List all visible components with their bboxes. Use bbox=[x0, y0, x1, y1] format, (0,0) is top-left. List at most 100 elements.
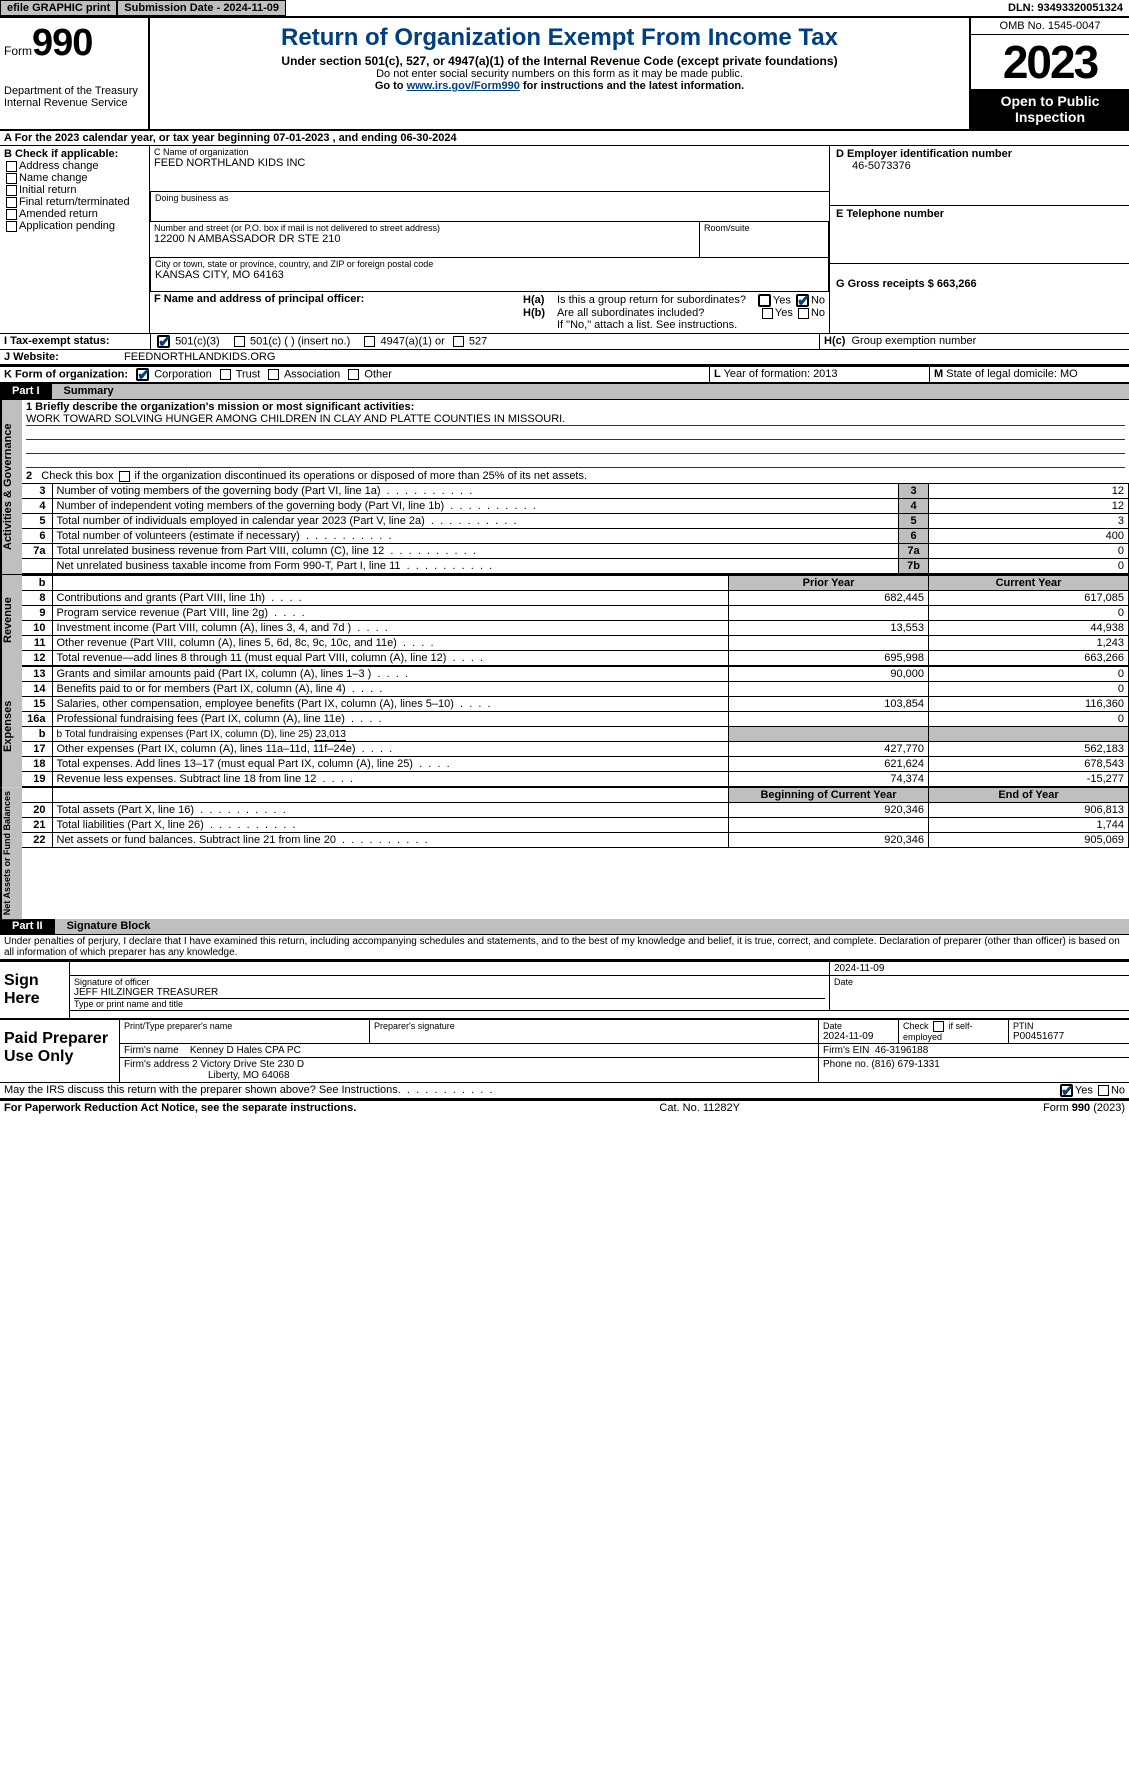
label-room: Room/suite bbox=[704, 223, 824, 233]
penalties-text: Under penalties of perjury, I declare th… bbox=[0, 935, 1129, 960]
chk-501c3[interactable] bbox=[157, 335, 170, 348]
dln-text: DLN: 93493320051324 bbox=[1008, 2, 1129, 14]
header-middle: Return of Organization Exempt From Incom… bbox=[150, 18, 969, 129]
omb-number: OMB No. 1545-0047 bbox=[971, 18, 1129, 35]
vlabel-revenue: Revenue bbox=[0, 575, 22, 666]
summary-governance: Activities & Governance 1 Briefly descri… bbox=[0, 400, 1129, 575]
q1-label: 1 Briefly describe the organization's mi… bbox=[26, 401, 414, 413]
chk-assoc[interactable] bbox=[268, 369, 279, 380]
chk-ha-no[interactable] bbox=[796, 294, 809, 307]
row-j: J Website: FEEDNORTHLANDKIDS.ORG bbox=[0, 350, 1129, 365]
officer-name: JEFF HILZINGER TREASURER bbox=[74, 987, 825, 999]
discuss-row: May the IRS discuss this return with the… bbox=[0, 1082, 1129, 1099]
chk-app-pending[interactable] bbox=[6, 221, 17, 232]
chk-discuss-yes[interactable] bbox=[1060, 1084, 1073, 1097]
state-domicile: M State of legal domicile: MO bbox=[929, 367, 1129, 382]
summary-revenue: Revenue bPrior YearCurrent Year 8Contrib… bbox=[0, 575, 1129, 666]
vlabel-expenses: Expenses bbox=[0, 666, 22, 787]
chk-hb-no[interactable] bbox=[798, 308, 809, 319]
form-title: Return of Organization Exempt From Incom… bbox=[158, 24, 961, 52]
mission-text: WORK TOWARD SOLVING HUNGER AMONG CHILDRE… bbox=[26, 413, 1125, 426]
section-b: B Check if applicable: Address change Na… bbox=[0, 146, 150, 333]
header-left: Form990 Department of the Treasury Inter… bbox=[0, 18, 150, 129]
chk-other[interactable] bbox=[348, 369, 359, 380]
chk-527[interactable] bbox=[453, 336, 464, 347]
part-2-header: Part II Signature Block bbox=[0, 919, 1129, 935]
irs-link[interactable]: www.irs.gov/Form990 bbox=[407, 80, 520, 92]
chk-hb-yes[interactable] bbox=[762, 308, 773, 319]
department-text: Department of the Treasury Internal Reve… bbox=[4, 85, 144, 109]
section-d-e-g: D Employer identification number 46-5073… bbox=[829, 146, 1129, 333]
chk-final-return[interactable] bbox=[6, 197, 17, 208]
footer-catno: Cat. No. 11282Y bbox=[659, 1102, 740, 1114]
label-city: City or town, state or province, country… bbox=[155, 259, 824, 269]
form-word: Form bbox=[4, 44, 32, 58]
chk-discontinued[interactable] bbox=[119, 471, 130, 482]
org-name: FEED NORTHLAND KIDS INC bbox=[154, 157, 825, 169]
footer-right: Form 990 (2023) bbox=[1043, 1102, 1125, 1114]
chk-501c[interactable] bbox=[234, 336, 245, 347]
sign-here-block: Sign Here 2024-11-09 Signature of office… bbox=[0, 960, 1129, 1018]
section-b-to-h: B Check if applicable: Address change Na… bbox=[0, 146, 1129, 334]
summary-expenses: Expenses 13Grants and similar amounts pa… bbox=[0, 666, 1129, 787]
topbar: efile GRAPHIC print Submission Date - 20… bbox=[0, 0, 1129, 18]
inspection-label: Open to Public Inspection bbox=[971, 89, 1129, 129]
part-2-bar: Part II bbox=[0, 919, 55, 934]
governance-table: 3Number of voting members of the governi… bbox=[22, 483, 1129, 574]
vlabel-governance: Activities & Governance bbox=[0, 400, 22, 574]
year-formation: L Year of formation: 2013 bbox=[709, 367, 929, 382]
chk-4947[interactable] bbox=[364, 336, 375, 347]
note2-pre: Go to bbox=[375, 80, 407, 92]
row-klm: K Form of organization: Corporation Trus… bbox=[0, 365, 1129, 384]
sign-here-label: Sign Here bbox=[0, 962, 70, 1018]
print-button[interactable]: efile GRAPHIC print bbox=[0, 0, 117, 16]
org-address: 12200 N AMBASSADOR DR STE 210 bbox=[154, 233, 695, 245]
hc-label: H(c) Group exemption number bbox=[819, 334, 1129, 349]
section-c-f: C Name of organization FEED NORTHLAND KI… bbox=[150, 146, 829, 333]
section-f-label: F Name and address of principal officer: bbox=[150, 292, 519, 333]
note2-post: for instructions and the latest informat… bbox=[520, 80, 744, 92]
row-i: I Tax-exempt status: 501(c)(3) 501(c) ( … bbox=[0, 334, 1129, 350]
vlabel-netassets: Net Assets or Fund Balances bbox=[0, 787, 22, 919]
submission-button[interactable]: Submission Date - 2024-11-09 bbox=[117, 0, 286, 16]
expenses-table: 13Grants and similar amounts paid (Part … bbox=[22, 666, 1129, 787]
part-1-bar: Part I bbox=[0, 384, 52, 399]
paid-preparer-label: Paid Preparer Use Only bbox=[0, 1020, 120, 1082]
label-dba: Doing business as bbox=[155, 193, 825, 203]
chk-name-change[interactable] bbox=[6, 173, 17, 184]
header-right: OMB No. 1545-0047 2023 Open to Public In… bbox=[969, 18, 1129, 129]
row-a-tax-year: A For the 2023 calendar year, or tax yea… bbox=[0, 131, 1129, 146]
chk-self-employed[interactable] bbox=[933, 1021, 944, 1032]
revenue-table: bPrior YearCurrent Year 8Contributions a… bbox=[22, 575, 1129, 666]
label-d-ein: D Employer identification number bbox=[836, 148, 1123, 160]
chk-amended-return[interactable] bbox=[6, 209, 17, 220]
label-c-name: C Name of organization bbox=[154, 147, 825, 157]
chk-initial-return[interactable] bbox=[6, 185, 17, 196]
org-city: KANSAS CITY, MO 64163 bbox=[155, 269, 824, 281]
hb-note: If "No," attach a list. See instructions… bbox=[523, 319, 825, 331]
part-2-title: Signature Block bbox=[55, 919, 1129, 934]
form-header: Form990 Department of the Treasury Inter… bbox=[0, 18, 1129, 131]
section-b-title: B Check if applicable: bbox=[4, 148, 145, 160]
chk-ha-yes[interactable] bbox=[758, 294, 771, 307]
page-footer: For Paperwork Reduction Act Notice, see … bbox=[0, 1099, 1129, 1115]
label-address: Number and street (or P.O. box if mail i… bbox=[154, 223, 695, 233]
chk-discuss-no[interactable] bbox=[1098, 1085, 1109, 1096]
label-g-receipts: G Gross receipts $ 663,266 bbox=[836, 278, 977, 290]
summary-netassets: Net Assets or Fund Balances Beginning of… bbox=[0, 787, 1129, 919]
netassets-table: Beginning of Current YearEnd of Year 20T… bbox=[22, 787, 1129, 848]
form-subtitle: Under section 501(c), 527, or 4947(a)(1)… bbox=[158, 54, 961, 68]
part-1-header: Part I Summary bbox=[0, 384, 1129, 400]
label-e-phone: E Telephone number bbox=[836, 208, 1123, 220]
website-value: FEEDNORTHLANDKIDS.ORG bbox=[120, 350, 1129, 364]
form-number: 990 bbox=[32, 22, 92, 64]
chk-address-change[interactable] bbox=[6, 161, 17, 172]
form-note-1: Do not enter social security numbers on … bbox=[158, 68, 961, 80]
ein-value: 46-5073376 bbox=[836, 160, 1123, 172]
paid-preparer-block: Paid Preparer Use Only Print/Type prepar… bbox=[0, 1018, 1129, 1082]
part-1-title: Summary bbox=[52, 384, 1129, 399]
chk-corp[interactable] bbox=[136, 368, 149, 381]
footer-left: For Paperwork Reduction Act Notice, see … bbox=[4, 1102, 356, 1114]
chk-trust[interactable] bbox=[220, 369, 231, 380]
tax-year: 2023 bbox=[971, 35, 1129, 89]
